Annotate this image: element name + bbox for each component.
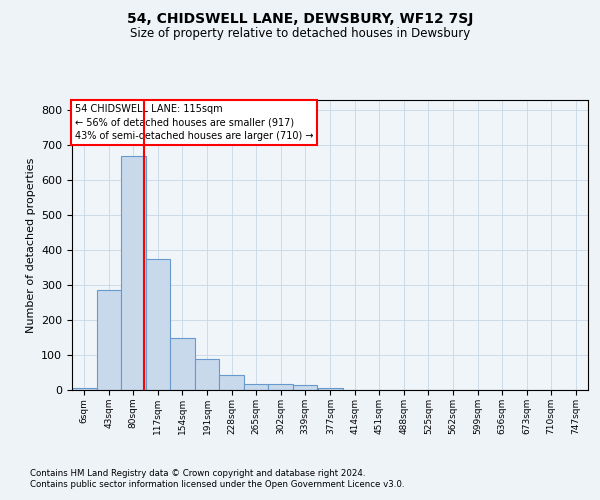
Y-axis label: Number of detached properties: Number of detached properties bbox=[26, 158, 35, 332]
Bar bbox=[293, 385, 317, 390]
Bar bbox=[268, 384, 293, 390]
Bar bbox=[244, 384, 268, 390]
Bar bbox=[318, 388, 343, 390]
Text: Contains HM Land Registry data © Crown copyright and database right 2024.: Contains HM Land Registry data © Crown c… bbox=[30, 468, 365, 477]
Text: 54 CHIDSWELL LANE: 115sqm
← 56% of detached houses are smaller (917)
43% of semi: 54 CHIDSWELL LANE: 115sqm ← 56% of detac… bbox=[74, 104, 313, 141]
Bar bbox=[194, 358, 219, 390]
Text: 54, CHIDSWELL LANE, DEWSBURY, WF12 7SJ: 54, CHIDSWELL LANE, DEWSBURY, WF12 7SJ bbox=[127, 12, 473, 26]
Bar bbox=[97, 290, 121, 390]
Text: Size of property relative to detached houses in Dewsbury: Size of property relative to detached ho… bbox=[130, 28, 470, 40]
Text: Contains public sector information licensed under the Open Government Licence v3: Contains public sector information licen… bbox=[30, 480, 404, 489]
Bar bbox=[121, 156, 146, 390]
Bar bbox=[146, 259, 170, 390]
Bar bbox=[72, 388, 97, 390]
Bar bbox=[170, 338, 194, 390]
Bar bbox=[219, 376, 244, 390]
